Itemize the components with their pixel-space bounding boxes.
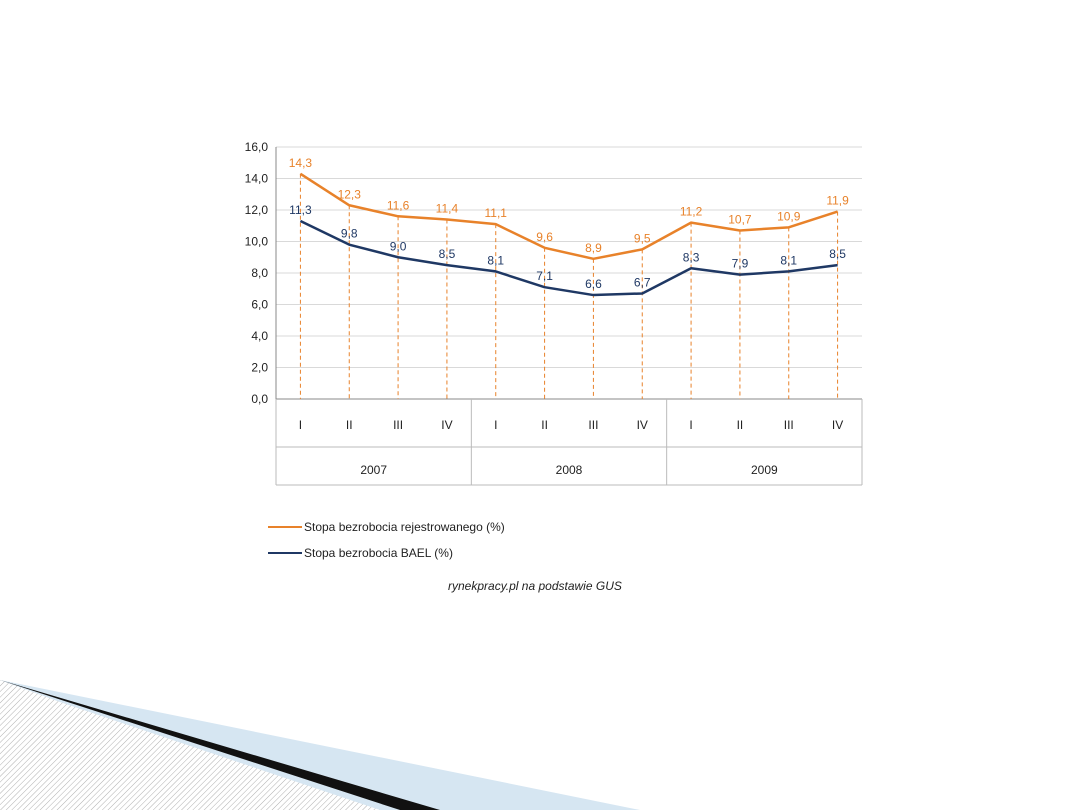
data-label-bael: 9,8	[341, 227, 358, 241]
x-tick-label: IV	[441, 418, 452, 432]
data-label-registered: 11,9	[826, 194, 849, 208]
chart-source: rynekpracy.pl na podstawie GUS	[448, 579, 622, 593]
corner-light-band	[0, 680, 640, 810]
data-label-registered: 14,3	[289, 156, 313, 170]
data-label-registered: 9,5	[634, 231, 651, 245]
data-label-bael: 6,7	[634, 275, 651, 289]
legend-item-registered: Stopa bezrobocia rejestrowanego (%)	[268, 520, 505, 534]
series-line-bael	[299, 219, 838, 297]
x-tick-label: II	[346, 418, 353, 432]
data-label-registered: 11,1	[485, 206, 508, 220]
x-tick-label: I	[689, 418, 692, 432]
data-label-bael: 6,6	[585, 277, 602, 291]
data-label-registered: 10,7	[728, 212, 752, 226]
legend-label-bael: Stopa bezrobocia BAEL (%)	[304, 546, 453, 560]
x-tick-label: II	[737, 418, 744, 432]
data-label-registered: 11,2	[680, 205, 703, 219]
x-tick-label: I	[299, 418, 302, 432]
x-tick-label: I	[494, 418, 497, 432]
group-label: 2009	[751, 463, 778, 477]
data-label-registered: 9,6	[536, 230, 553, 244]
y-tick-label: 10,0	[245, 235, 269, 249]
data-label-bael: 8,1	[487, 253, 504, 267]
data-label-bael: 11,3	[289, 203, 312, 217]
data-label-registered: 12,3	[338, 187, 362, 201]
data-label-registered: 10,9	[777, 209, 801, 223]
y-tick-label: 6,0	[251, 298, 268, 312]
legend-swatch-navy	[268, 552, 302, 554]
data-label-bael: 8,5	[829, 247, 846, 261]
legend-swatch-orange	[268, 526, 302, 528]
y-tick-label: 8,0	[251, 266, 268, 280]
data-label-bael: 8,5	[439, 247, 456, 261]
x-tick-label: III	[393, 418, 403, 432]
legend-label-registered: Stopa bezrobocia rejestrowanego (%)	[304, 520, 505, 534]
y-tick-label: 4,0	[251, 329, 268, 343]
data-label-registered: 11,6	[387, 198, 410, 212]
y-tick-label: 0,0	[251, 392, 268, 406]
legend-item-bael: Stopa bezrobocia BAEL (%)	[268, 546, 453, 560]
y-tick-label: 16,0	[245, 140, 269, 154]
group-label: 2007	[360, 463, 387, 477]
data-label-registered: 8,9	[585, 241, 602, 255]
data-label-bael: 7,1	[536, 269, 553, 283]
data-label-bael: 7,9	[732, 257, 749, 271]
data-label-bael: 8,3	[683, 250, 700, 264]
x-tick-label: IV	[832, 418, 843, 432]
y-tick-label: 14,0	[245, 172, 269, 186]
corner-dark-band	[0, 680, 440, 810]
y-tick-label: 2,0	[251, 361, 268, 375]
x-tick-label: III	[588, 418, 598, 432]
group-label: 2008	[556, 463, 583, 477]
data-label-bael: 8,1	[780, 253, 797, 267]
data-label-registered: 11,4	[436, 201, 459, 215]
y-tick-label: 12,0	[245, 203, 269, 217]
x-tick-label: II	[541, 418, 548, 432]
series-line-registered	[299, 172, 838, 261]
data-label-bael: 9,0	[390, 239, 407, 253]
x-tick-label: IV	[637, 418, 648, 432]
x-tick-label: III	[784, 418, 794, 432]
corner-decoration	[0, 680, 640, 810]
